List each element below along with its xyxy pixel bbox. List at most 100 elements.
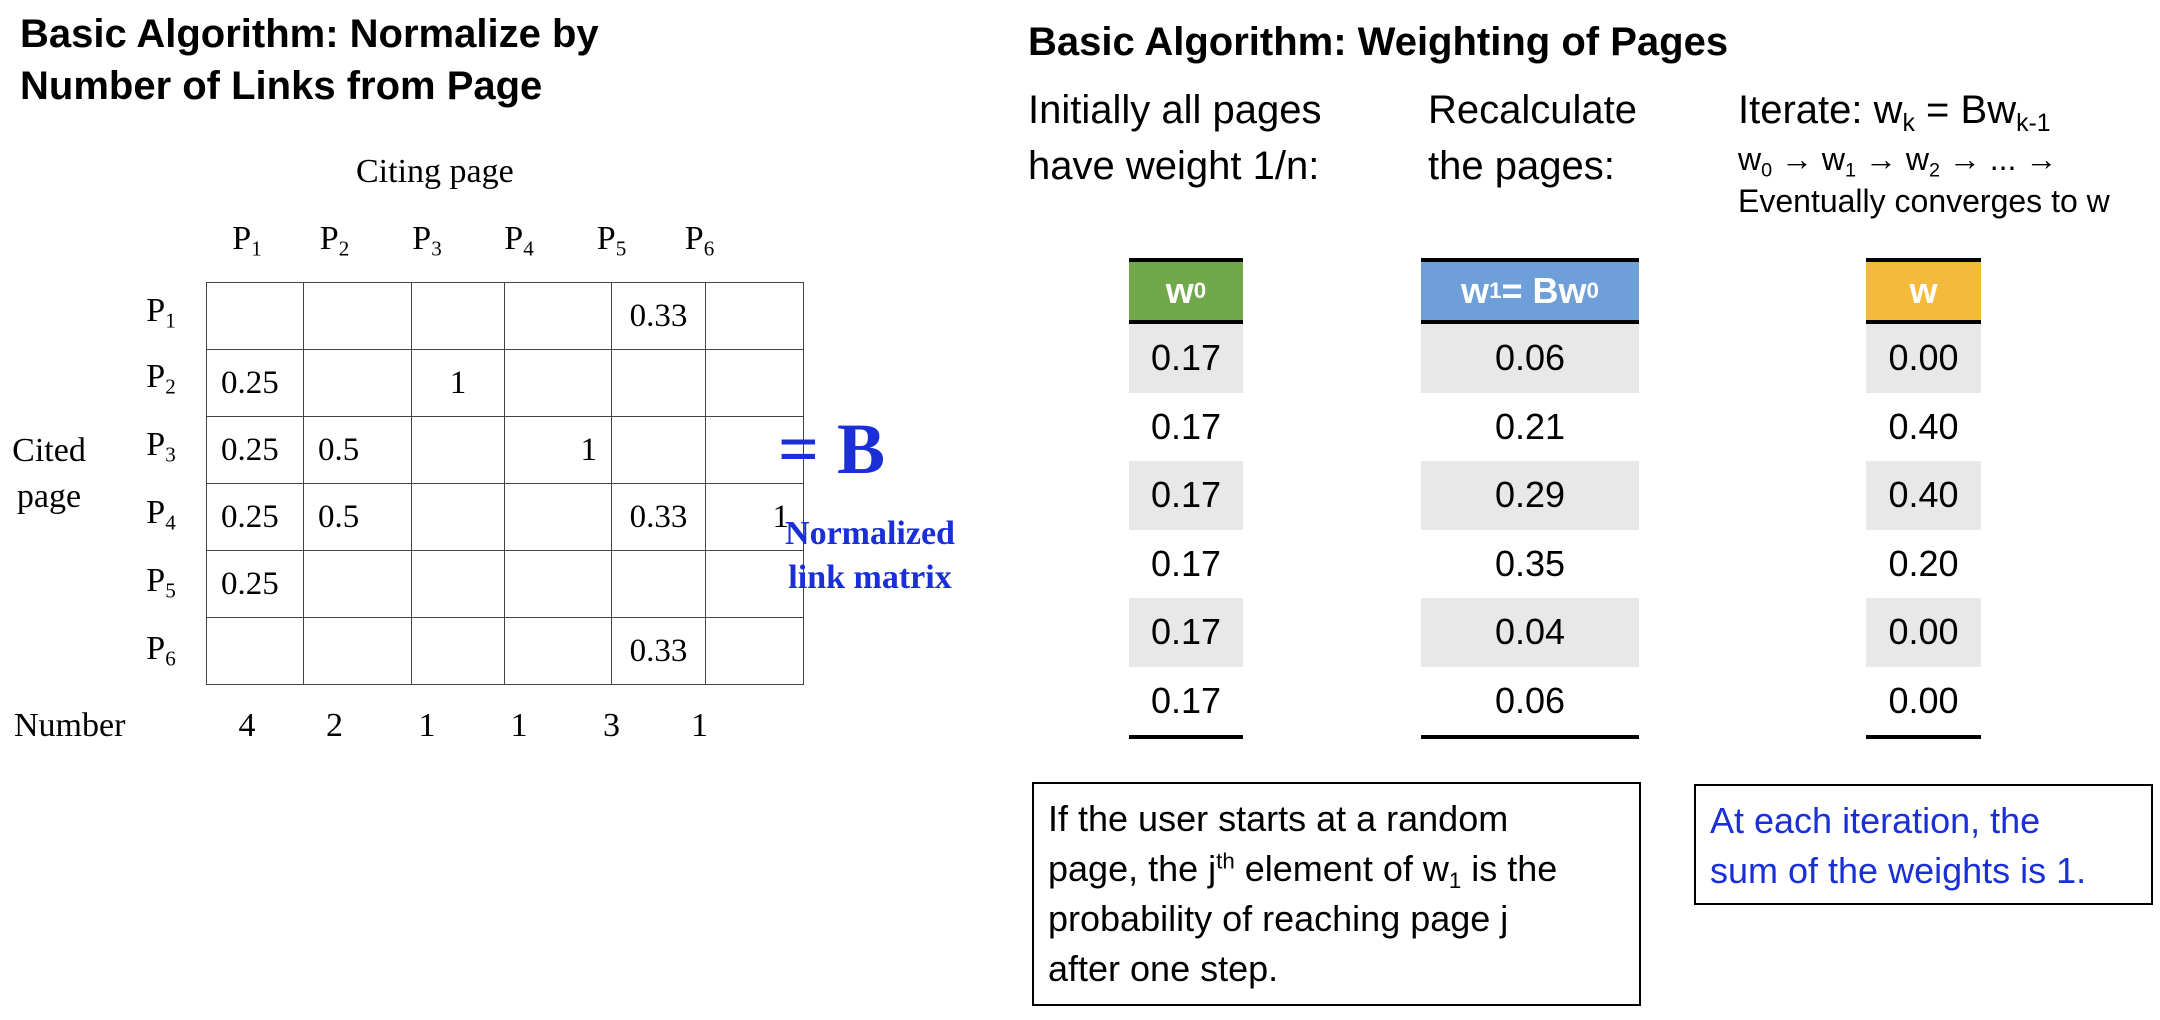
matrix-cell [411,483,505,551]
matrix-cell: 0.25 [206,416,304,484]
page-prefix: P [146,358,166,395]
matrix-cell [411,617,505,685]
page-index: 5 [165,578,176,603]
matrix-cell [504,349,612,417]
matrix-cell [303,617,412,685]
weight-value: 0.35 [1494,542,1566,584]
matrix-cell [411,550,505,618]
note1-line2: page, the jth element of w1 is the [1048,844,1625,894]
row-header-p4: P4 [136,494,186,535]
note1-line4: after one step. [1048,948,1279,989]
row-header-p6: P6 [136,630,186,669]
weight-value: 0.17 [1150,679,1222,721]
matrix-cell [705,349,804,417]
sum-of-weights-note: At each iteration, the sum of the weight… [1694,784,2153,905]
weight-value: 0.04 [1421,598,1639,667]
page-prefix: P [146,630,166,667]
page-index: 4 [523,236,534,261]
weight-value: 0.00 [1866,324,1981,393]
matrix-cell [504,617,612,685]
row-header-p2: P2 [136,358,186,399]
matrix-cell: 1 [705,483,804,551]
matrix-cell: 1 [411,349,505,417]
column-header-p2: P2 [288,220,381,261]
right-arrow-icon: → [1856,141,1906,177]
left-title-line2: Number of Links from Page [20,64,543,108]
matrix-cell: 0.33 [611,282,706,350]
matrix-cell: 0.5 [303,483,412,551]
link-count: 1 [691,707,708,744]
iterate-sub-k: k [1902,109,1915,137]
page-index: 6 [703,236,715,261]
page-index: 1 [165,308,176,333]
sequence-item: w1 [1821,141,1857,182]
equals-b-label: = B [778,409,886,489]
matrix-cell [411,416,505,484]
weight-value: 0.06 [1421,324,1639,393]
citing-page-label: Citing page [356,153,514,190]
page-prefix: P [146,426,166,463]
matrix-row: 0.25 0.5 1 [206,416,804,484]
iterate-sub-k1: k-1 [2016,109,2051,137]
page-index: 2 [165,374,176,399]
weight-value: 0.17 [1150,542,1222,584]
row-header-p1: P1 [136,292,186,333]
column-header-p1: P1 [206,220,288,259]
page-prefix: P [146,292,166,329]
page-index: 4 [165,510,176,535]
matrix-cell [705,617,804,685]
link-matrix: 0.33 0.25 1 0.25 0.5 1 0.25 0.5 0.33 1 0.25 0.33 [206,282,804,685]
col2-line1: Recalculate [1428,88,1638,132]
converges-text: Eventually converges to w [1738,183,2110,219]
matrix-cell: 0.33 [611,483,706,551]
note1-line3: probability of reaching page j [1048,898,1509,939]
iterate-formula: Iterate: wk = Bwk-1 [1738,84,2110,136]
weight-value: 0.17 [1150,405,1222,447]
matrix-cell: 0.5 [303,416,412,484]
page-index: 5 [615,236,627,261]
link-count: 2 [326,707,343,744]
matrix-cell [303,550,412,618]
matrix-cell [303,349,412,417]
page-prefix: P [684,220,704,257]
left-title: Basic Algorithm: Normalize by Number of … [20,8,599,112]
col1-line1: Initially all pages [1028,88,1322,132]
note1-sub: 1 [1448,868,1462,894]
sequence-item: w0 [1738,141,1773,182]
weight-table-header: w [1866,258,1981,324]
left-title-line1: Basic Algorithm: Normalize by [20,12,599,56]
page-index: 3 [431,236,442,261]
weight-value: 0.17 [1129,461,1243,530]
column-header-p3: P3 [381,220,473,261]
matrix-row: 0.25 [206,550,804,618]
weight-value: 0.40 [1866,461,1981,530]
right-title: Basic Algorithm: Weighting of Pages [1028,20,1729,64]
note1-line2c: is the [1461,848,1558,889]
matrix-cell [504,483,612,551]
page-index: 2 [338,236,350,261]
weight-value: 0.00 [1888,679,1959,721]
note1-line2b: element of w [1234,848,1449,889]
recalculate-heading: Recalculate the pages: [1428,82,1637,194]
matrix-cell [504,550,612,618]
matrix-row: 0.25 0.5 0.33 1 [206,483,804,551]
sequence-item: ... [1989,141,2017,177]
page-prefix: P [146,494,166,531]
table-bottom-rule [1129,735,1243,739]
row-header-p3: P3 [136,426,186,465]
normalized-link-matrix-label: Normalized link matrix [760,512,980,600]
col1-line2: have weight 1/n: [1028,144,1320,188]
note1-sup: th [1216,848,1235,874]
iteration-sequence: w0 → w1 → w2 → ... → [1738,138,2110,180]
sequence-item: w2 [1905,141,1940,182]
matrix-cell [206,282,304,350]
page-prefix: P [596,220,616,257]
note1-line1: If the user starts at a random [1048,798,1509,839]
row-header-p5: P5 [136,562,186,603]
link-count: 4 [238,707,256,744]
matrix-cell [705,416,804,484]
column-header-p6: P6 [658,220,741,261]
number-label: Number [14,707,126,744]
matrix-cell [303,282,412,350]
